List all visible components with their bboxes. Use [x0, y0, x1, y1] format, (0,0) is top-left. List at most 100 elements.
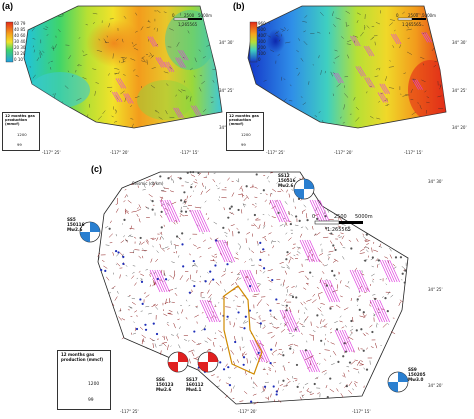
fault-line [337, 225, 342, 228]
fault-line [340, 116, 342, 119]
well-point [270, 348, 273, 351]
well-point [316, 314, 319, 317]
beachball-ss9 [387, 371, 409, 393]
fault-line [138, 255, 142, 259]
fault-line [236, 227, 239, 230]
well-pad [147, 36, 155, 47]
fault-line [332, 93, 334, 97]
fault-line [137, 209, 141, 211]
fault-line [175, 94, 177, 97]
well-pad [182, 50, 189, 61]
fault-line [98, 38, 101, 41]
fault-line [309, 393, 314, 396]
fault-line [207, 217, 210, 220]
well-point [316, 217, 319, 221]
fault-line [342, 247, 346, 249]
fault-line [238, 277, 242, 280]
fault-line [174, 292, 178, 296]
fault-line [264, 237, 267, 242]
well-point [100, 268, 103, 272]
fault-line [284, 201, 288, 205]
fault-line [254, 196, 258, 198]
fault-line [115, 110, 117, 114]
fault-line [306, 283, 309, 286]
well-pad [306, 349, 318, 373]
fault-line [166, 202, 170, 206]
well-point [192, 170, 195, 174]
fault-line [237, 243, 241, 246]
well-pad [299, 349, 311, 373]
fault-line [149, 274, 151, 277]
well-pad [180, 50, 187, 61]
well-point [404, 269, 407, 272]
fault-line [373, 241, 375, 244]
well-point [259, 241, 262, 244]
fault-line [262, 326, 266, 329]
well-pad [217, 239, 228, 263]
fault-line [354, 382, 357, 387]
fault-line [291, 188, 294, 192]
fault-line [172, 274, 176, 280]
fault-line [376, 68, 379, 70]
fault-line [389, 19, 396, 21]
fault-line [179, 275, 183, 281]
fault-line [312, 330, 316, 332]
fault-line [211, 255, 215, 258]
fault-line [376, 322, 379, 325]
fault-line [219, 320, 221, 323]
fault-line [339, 315, 342, 318]
fault-line [255, 312, 259, 314]
fault-line [150, 85, 156, 89]
fault-line [270, 172, 273, 174]
well-pad [354, 35, 361, 47]
fault-line [141, 339, 143, 345]
fault-line [384, 256, 389, 259]
well-pad [177, 57, 184, 68]
fault-line [160, 214, 163, 218]
well-pad [304, 239, 316, 263]
fault-line [109, 220, 112, 224]
fault-line [153, 303, 156, 306]
well-pad [379, 92, 387, 103]
fault-line [166, 83, 169, 86]
fault-line [256, 13, 258, 19]
fault-line [288, 292, 292, 296]
fault-line [178, 255, 180, 258]
well-point [230, 205, 233, 208]
fault-line [292, 351, 295, 354]
fault-line [357, 347, 360, 351]
well-pad [339, 329, 351, 353]
well-pad [368, 77, 375, 88]
fault-line [338, 272, 340, 275]
fault-line [122, 57, 127, 61]
well-point [285, 258, 288, 261]
fault-line [129, 251, 134, 254]
well-pad [164, 199, 176, 223]
fault-line [327, 209, 330, 213]
fault-line [48, 107, 53, 111]
scale-bar-c [314, 220, 363, 225]
well-point [289, 222, 292, 226]
fault-line [191, 351, 195, 357]
fault-line [267, 35, 271, 38]
fault-line [352, 388, 355, 391]
well-pad [316, 199, 328, 223]
well-point [182, 265, 185, 268]
fault-line [157, 10, 161, 13]
well-pad [175, 107, 182, 118]
fault-line [160, 196, 163, 203]
fault-line [399, 44, 401, 49]
fault-line [129, 227, 135, 230]
well-pad [111, 91, 119, 103]
fault-line [142, 340, 145, 343]
fault-line [191, 280, 196, 282]
fault-line [188, 253, 192, 256]
well-point [175, 235, 179, 238]
fault-line [410, 88, 413, 94]
well-point [304, 349, 307, 352]
fault-line [284, 270, 288, 275]
fault-line [253, 401, 259, 405]
beachball-ss17 [197, 351, 219, 373]
fault-line [103, 265, 108, 269]
well-pad [374, 299, 386, 323]
